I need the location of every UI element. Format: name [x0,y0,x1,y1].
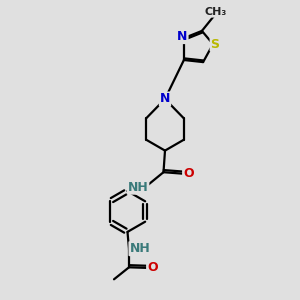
Text: NH: NH [129,242,150,255]
Text: S: S [211,38,220,51]
Text: N: N [160,92,170,106]
Text: N: N [177,30,188,43]
Text: CH₃: CH₃ [205,7,227,17]
Text: O: O [147,261,158,274]
Text: O: O [183,167,194,180]
Text: NH: NH [128,181,148,194]
